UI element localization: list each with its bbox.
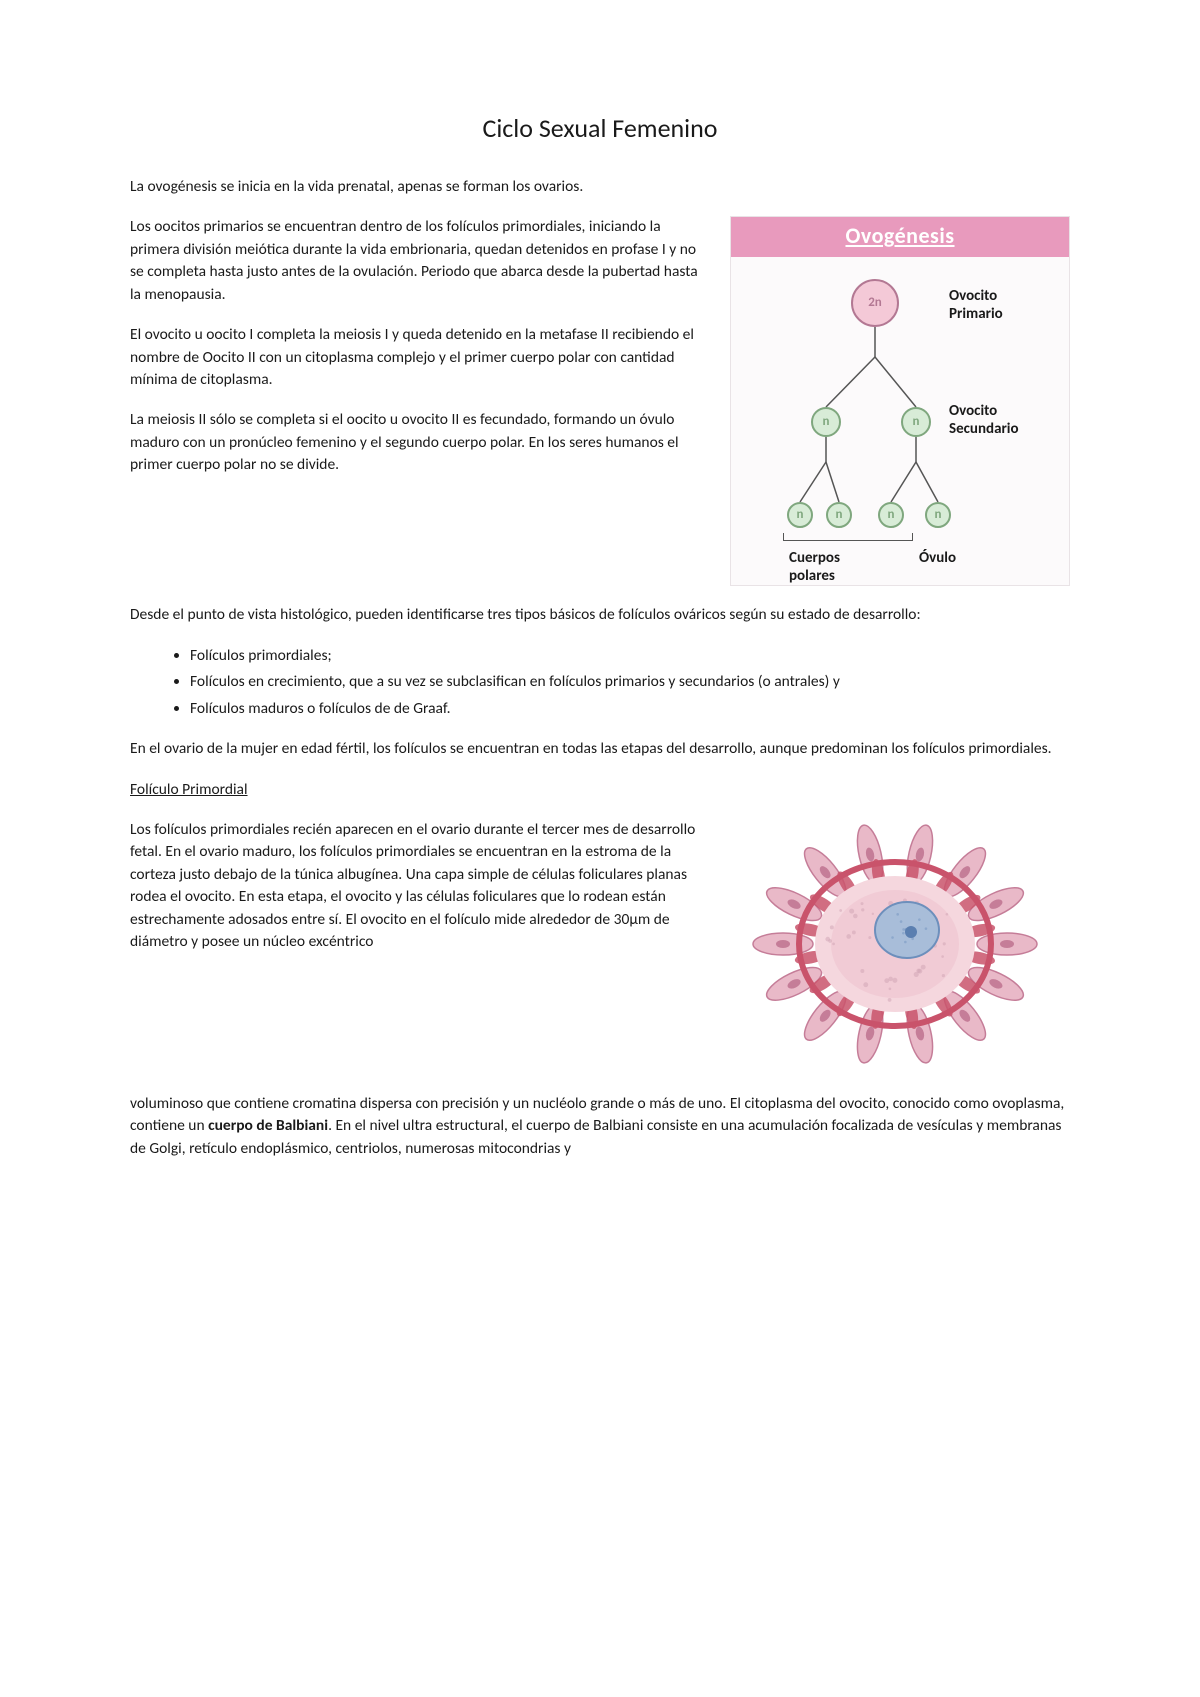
ovogenesis-cell: n bbox=[878, 502, 904, 528]
list-item: Folículos maduros o folículos de de Graa… bbox=[190, 698, 1070, 720]
paragraph-3: La meiosis II sólo se completa si el ooc… bbox=[130, 409, 708, 476]
ovogenesis-cell: n bbox=[811, 407, 841, 437]
foliculo-svg bbox=[720, 819, 1070, 1069]
ovogenesis-diagram: Ovogénesis 2nnnnnnnOvocitoPrimarioOvocit… bbox=[730, 216, 1070, 586]
paragraph-5: En el ovario de la mujer en edad fértil,… bbox=[130, 738, 1070, 760]
ovogenesis-canvas: 2nnnnnnnOvocitoPrimarioOvocitoSecundario… bbox=[731, 257, 1069, 591]
paragraph-1: Los oocitos primarios se encuentran dent… bbox=[130, 216, 708, 306]
ovogenesis-cell: 2n bbox=[851, 279, 899, 327]
page-title: Ciclo Sexual Femenino bbox=[130, 110, 1070, 148]
ovogenesis-label-secundario: OvocitoSecundario bbox=[949, 402, 1019, 438]
follicle-types-list: Folículos primordiales; Folículos en cre… bbox=[130, 645, 1070, 720]
ovogenesis-diagram-title: Ovogénesis bbox=[731, 217, 1069, 257]
ovogenesis-cell: n bbox=[787, 502, 813, 528]
paragraph-6b: voluminoso que contiene cromatina disper… bbox=[130, 1093, 1070, 1160]
p6b-bold: cuerpo de Balbiani bbox=[208, 1116, 328, 1135]
ovogenesis-cell: n bbox=[901, 407, 931, 437]
paragraph-4: Desde el punto de vista histológico, pue… bbox=[130, 604, 1070, 626]
paragraph-2: El ovocito u oocito I completa la meiosi… bbox=[130, 324, 708, 391]
section-ovogenesis: Los oocitos primarios se encuentran dent… bbox=[130, 216, 1070, 586]
ovogenesis-label-ovulo: Óvulo bbox=[919, 549, 956, 567]
foliculo-primordial-block: Los folículos primordiales recién aparec… bbox=[130, 819, 1070, 1075]
ovogenesis-label-primario: OvocitoPrimario bbox=[949, 287, 1003, 323]
ovogenesis-cell: n bbox=[826, 502, 852, 528]
subheading-foliculo-primordial: Folículo Primordial bbox=[130, 779, 1070, 801]
ovogenesis-cell: n bbox=[925, 502, 951, 528]
list-item: Folículos en crecimiento, que a su vez s… bbox=[190, 671, 1070, 693]
ovogenesis-text-column: Los oocitos primarios se encuentran dent… bbox=[130, 216, 708, 586]
document-page: Ciclo Sexual Femenino La ovogénesis se i… bbox=[0, 0, 1200, 1697]
ovogenesis-label-cuerpos: Cuerpospolares bbox=[789, 549, 840, 585]
list-item: Folículos primordiales; bbox=[190, 645, 1070, 667]
intro-paragraph: La ovogénesis se inicia en la vida prena… bbox=[130, 176, 1070, 198]
ovogenesis-bracket bbox=[783, 533, 913, 541]
ovogenesis-diagram-column: Ovogénesis 2nnnnnnnOvocitoPrimarioOvocit… bbox=[730, 216, 1070, 586]
foliculo-primordial-diagram bbox=[720, 819, 1070, 1069]
